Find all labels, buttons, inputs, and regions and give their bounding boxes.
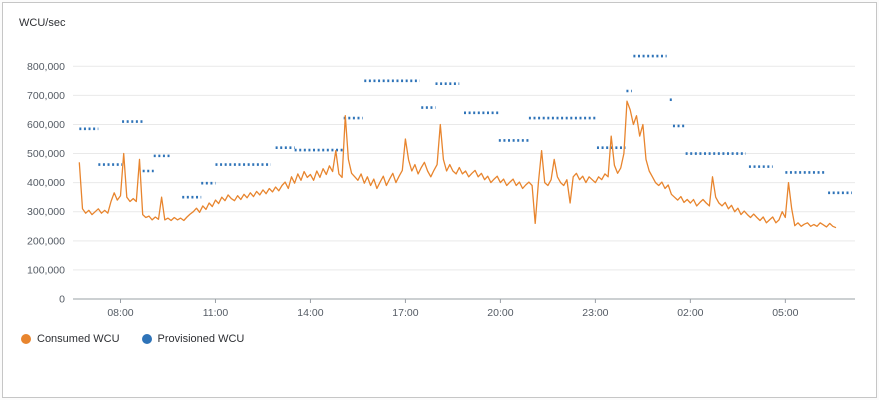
- y-tick-label: 800,000: [27, 61, 65, 73]
- y-tick-label: 100,000: [27, 264, 65, 276]
- y-tick-label: 700,000: [27, 90, 65, 102]
- x-tick-label: 23:00: [582, 307, 608, 319]
- x-tick-label: 08:00: [107, 307, 133, 319]
- y-tick-label: 500,000: [27, 148, 65, 160]
- y-tick-label: 600,000: [27, 119, 65, 131]
- x-tick-label: 02:00: [677, 307, 703, 319]
- consumed-wcu-line: [78, 100, 837, 229]
- legend-item-consumed[interactable]: Consumed WCU: [21, 333, 120, 345]
- legend-item-provisioned[interactable]: Provisioned WCU: [141, 333, 245, 345]
- x-tick-label: 11:00: [203, 307, 229, 319]
- y-tick-label: 0: [59, 294, 65, 306]
- x-tick-label: 14:00: [297, 307, 323, 319]
- consumed-legend-label: Consumed WCU: [37, 333, 120, 345]
- provisioned-legend-label: Provisioned WCU: [157, 333, 245, 345]
- y-tick-label: 300,000: [27, 206, 65, 218]
- y-tick-label: 200,000: [27, 235, 65, 247]
- y-tick-label: 400,000: [27, 177, 65, 189]
- chart-canvas: 0 100,000 200,000 300,000 400,000 500,000 600,…: [27, 54, 855, 319]
- y-axis-title: WCU/sec: [19, 17, 66, 29]
- x-tick-label: 20:00: [487, 307, 513, 319]
- x-tick-label: 05:00: [772, 307, 798, 319]
- provisioned-legend-dot-icon: [141, 334, 152, 344]
- consumed-legend-dot-icon: [21, 334, 31, 344]
- x-tick-label: 17:00: [392, 307, 418, 319]
- chart-legend: Consumed WCU Provisioned WCU: [21, 333, 862, 345]
